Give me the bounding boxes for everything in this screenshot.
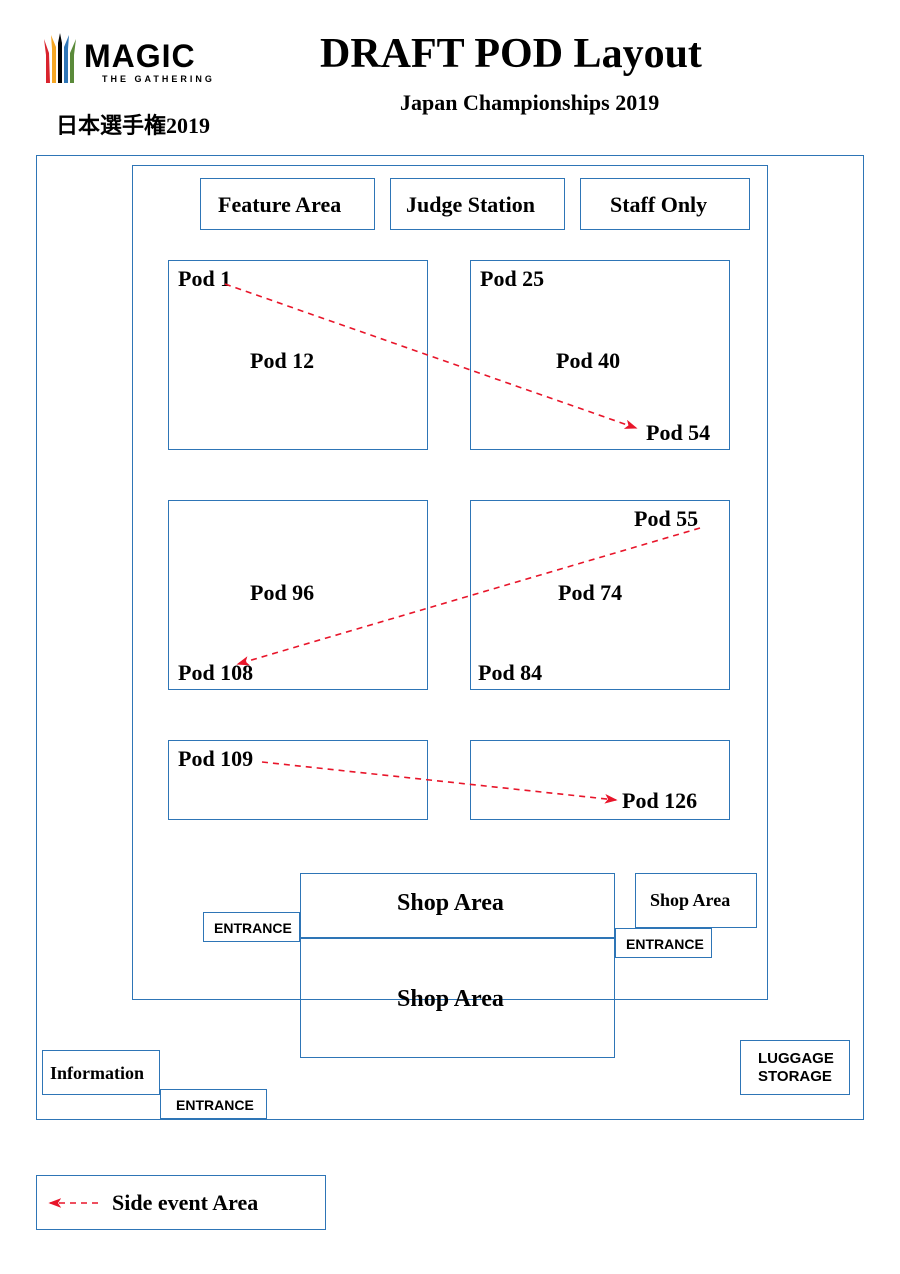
luggage-l2: STORAGE bbox=[758, 1068, 832, 1085]
page-title: DRAFT POD Layout bbox=[320, 30, 702, 78]
pod-1: Pod 1 bbox=[178, 266, 231, 292]
page: MAGIC THE GATHERING DRAFT POD Layout Jap… bbox=[0, 0, 900, 1274]
pod-12: Pod 12 bbox=[250, 348, 314, 374]
pod-40: Pod 40 bbox=[556, 348, 620, 374]
pod-126: Pod 126 bbox=[622, 788, 697, 814]
information-label: Information bbox=[50, 1063, 144, 1084]
logo-sub-text: THE GATHERING bbox=[102, 74, 215, 84]
shop-right-label: Shop Area bbox=[650, 890, 730, 911]
pod-25: Pod 25 bbox=[480, 266, 544, 292]
entrance-right-label: ENTRANCE bbox=[626, 936, 704, 952]
luggage-l1: LUGGAGE bbox=[758, 1050, 834, 1067]
shop-top-label: Shop Area bbox=[397, 890, 504, 917]
pod-55: Pod 55 bbox=[634, 506, 698, 532]
entrance-left-label: ENTRANCE bbox=[214, 920, 292, 936]
page-subtitle: Japan Championships 2019 bbox=[400, 90, 659, 116]
pod-74: Pod 74 bbox=[558, 580, 622, 606]
event-jp: 日本選手権2019 bbox=[56, 108, 210, 140]
shop-bottom-label: Shop Area bbox=[397, 986, 504, 1013]
pod-84: Pod 84 bbox=[478, 660, 542, 686]
pod-109: Pod 109 bbox=[178, 746, 253, 772]
feature-area-label: Feature Area bbox=[218, 192, 341, 218]
staff-only-label: Staff Only bbox=[610, 192, 707, 218]
planeswalker-icon bbox=[40, 33, 80, 83]
pod-108: Pod 108 bbox=[178, 660, 253, 686]
pod-54: Pod 54 bbox=[646, 420, 710, 446]
entrance-bottom-label: ENTRANCE bbox=[176, 1097, 254, 1113]
pod-96: Pod 96 bbox=[250, 580, 314, 606]
judge-station-label: Judge Station bbox=[406, 192, 535, 218]
logo-main-text: MAGIC bbox=[84, 38, 196, 75]
legend-label: Side event Area bbox=[112, 1190, 258, 1216]
magic-logo: MAGIC THE GATHERING bbox=[40, 30, 270, 100]
